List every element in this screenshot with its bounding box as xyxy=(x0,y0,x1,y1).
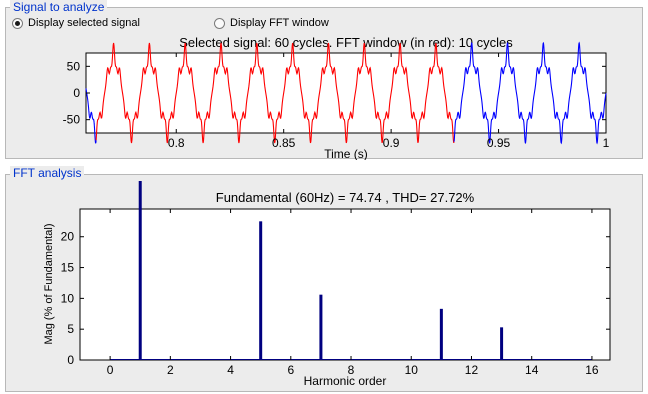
signal-axes: 0.8 0.85 0.9 0.95 1 50 0 -50 xyxy=(63,53,610,150)
signal-waveform xyxy=(85,41,607,145)
x-tick-label: 14 xyxy=(525,363,539,377)
radio-checked-icon xyxy=(12,17,23,29)
x-tick-label: 12 xyxy=(465,363,479,377)
fft-window-series xyxy=(95,42,455,144)
signal-series-end xyxy=(453,41,607,145)
signal-plot: 0.8 0.85 0.9 0.95 1 50 0 -50 Time (s) xyxy=(63,41,610,160)
fft-xlabel: Harmonic order xyxy=(304,374,387,388)
y-tick-label: 0 xyxy=(73,86,80,100)
fft-panel-legend: FFT analysis xyxy=(10,166,85,180)
x-tick-label: 0 xyxy=(107,363,114,377)
y-tick-label: 5 xyxy=(67,322,74,336)
fft-axes: 0 2 4 6 8 10 12 14 16 0 5 10 15 20 xyxy=(61,209,610,377)
y-tick-label: 10 xyxy=(61,291,75,305)
display-selected-signal-label: Display selected signal xyxy=(28,17,140,29)
fft-ylabel: Mag (% of Fundamental) xyxy=(43,223,55,344)
display-selected-signal-radio[interactable]: Display selected signal xyxy=(12,17,140,29)
signal-panel-legend: Signal to analyze xyxy=(10,0,108,14)
signal-plot-title: Selected signal: 60 cycles. FFT window (… xyxy=(179,35,513,50)
x-tick-label: 8 xyxy=(348,363,355,377)
x-tick-label: 6 xyxy=(287,363,294,377)
harmonic-bar-11 xyxy=(439,308,443,360)
x-tick-label: 10 xyxy=(405,363,419,377)
y-tick-label: -50 xyxy=(63,113,81,127)
signal-series-start xyxy=(85,88,97,144)
x-tick-label: 0.8 xyxy=(168,136,185,150)
display-fft-window-radio[interactable]: Display FFT window xyxy=(214,17,329,29)
harmonic-bar-7 xyxy=(319,294,323,360)
fft-plot-title: Fundamental (60Hz) = 74.74 , THD= 27.72% xyxy=(215,190,475,205)
x-tick-label: 0.85 xyxy=(272,136,296,150)
fft-plot-area xyxy=(79,208,611,361)
display-fft-window-label: Display FFT window xyxy=(230,17,329,29)
harmonic-bar-5 xyxy=(259,221,263,360)
x-tick-label: 1 xyxy=(603,136,610,150)
y-tick-label: 20 xyxy=(61,230,75,244)
x-tick-label: 16 xyxy=(585,363,599,377)
x-tick-label: 4 xyxy=(227,363,234,377)
x-tick-label: 0.9 xyxy=(383,136,400,150)
y-tick-label: 15 xyxy=(61,261,75,275)
x-tick-label: 0.95 xyxy=(487,136,511,150)
x-tick-label: 2 xyxy=(167,363,174,377)
y-tick-label: 50 xyxy=(67,59,81,73)
harmonic-bar-1 xyxy=(138,181,142,360)
signal-xlabel: Time (s) xyxy=(324,147,368,160)
radio-unchecked-icon xyxy=(214,17,225,29)
harmonic-bar-13 xyxy=(500,327,504,360)
y-tick-label: 0 xyxy=(67,353,74,367)
signal-plot-area xyxy=(85,52,607,134)
